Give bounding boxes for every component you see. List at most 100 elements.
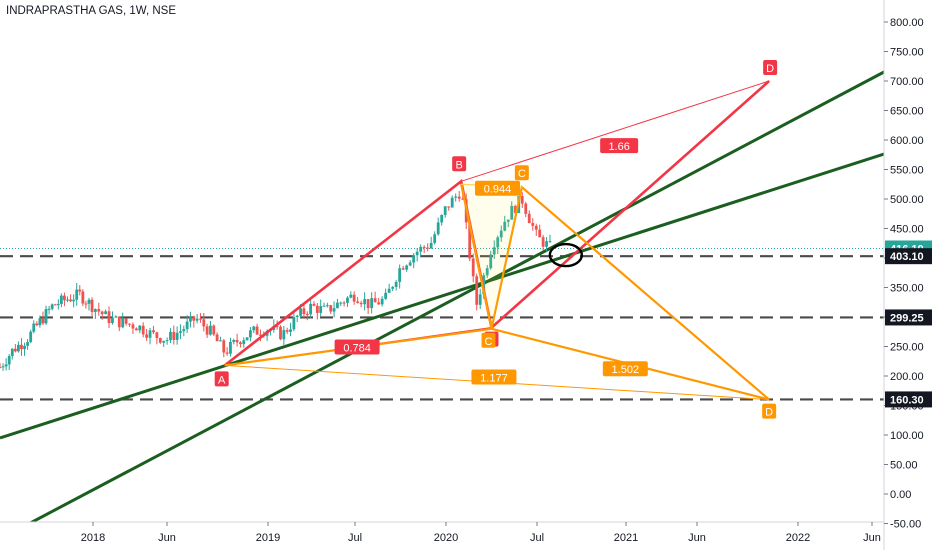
candle-body: [412, 255, 416, 263]
x-tick-label: 2020: [434, 532, 458, 544]
candle-body: [295, 315, 299, 318]
candle-body: [38, 318, 42, 326]
ratio-label-0784: 0.784: [334, 339, 380, 355]
candle-body: [32, 323, 36, 332]
price-label-bg: [885, 309, 932, 326]
x-tick-label: 2019: [256, 532, 280, 544]
candles-group: [0, 191, 552, 371]
candle-body: [185, 321, 189, 330]
candle-body: [279, 326, 282, 340]
candle-body: [538, 229, 542, 238]
candle-body: [325, 305, 329, 307]
candle-body: [152, 330, 155, 333]
candle-body: [195, 318, 199, 321]
candle-body: [26, 342, 30, 346]
candle-body: [148, 330, 152, 338]
candle-body: [179, 331, 182, 333]
candle-body: [541, 237, 545, 247]
candle-body: [81, 291, 85, 304]
ratio-label-0784-text: 0.784: [343, 343, 371, 355]
candle-body: [56, 304, 60, 306]
candle-body: [282, 330, 286, 340]
candle-body: [225, 352, 229, 354]
candle-body: [534, 225, 538, 230]
candle-body: [275, 326, 279, 328]
candle-body: [391, 286, 395, 289]
candle-body: [121, 318, 125, 328]
candle-body: [23, 345, 26, 350]
candle-body: [47, 308, 51, 310]
chart-title: INDRAPRASTHA GAS, 1W, NSE: [6, 5, 176, 17]
candle-body: [145, 334, 149, 338]
candle-body: [315, 305, 319, 313]
point-badge-d-red-bg: [763, 60, 778, 75]
candle-body: [468, 222, 472, 259]
candle-body: [242, 340, 246, 345]
candle-body: [405, 265, 409, 270]
candle-body: [398, 268, 402, 282]
ratio-label-0944: 0.944: [475, 180, 520, 196]
candle-body: [169, 331, 172, 341]
point-badge-d-red: D: [763, 60, 778, 75]
ratio-label-0944-text: 0.944: [484, 184, 512, 196]
candle-body: [475, 276, 479, 305]
point-badge-a: A: [214, 371, 229, 387]
candle-body: [485, 268, 489, 276]
candle-body: [111, 317, 114, 324]
red-ratio-line-bd: [461, 80, 770, 182]
orange-triangle-fill: [461, 184, 522, 329]
candle-body: [401, 268, 405, 270]
candle-body: [489, 254, 493, 269]
candle-body: [97, 309, 101, 312]
candle-body: [471, 258, 475, 277]
candle-body: [443, 206, 447, 215]
candle-body: [229, 341, 232, 354]
candle-body: [440, 214, 444, 223]
candle-body: [524, 203, 528, 214]
candle-body: [457, 196, 461, 199]
candle-body: [175, 332, 179, 340]
candle-body: [44, 309, 48, 324]
ratio-label-166: 1.66: [600, 138, 639, 154]
orange-pattern-path: [460, 184, 770, 401]
y-tick-label: 250.00: [890, 342, 924, 354]
x-tick-label: Jun: [158, 532, 176, 544]
point-badge-a-bg: [214, 371, 229, 387]
x-tick-label: Jul: [530, 532, 544, 544]
candle-body: [205, 326, 209, 335]
candle-body: [215, 334, 219, 342]
candle-body: [299, 308, 302, 316]
candle-body: [134, 328, 138, 331]
candle-body: [478, 294, 482, 305]
candle-body: [319, 306, 323, 313]
candle-body: [53, 304, 57, 306]
ratio-label-1177-text: 1.177: [480, 372, 508, 384]
candle-body: [114, 316, 118, 318]
candle-body: [454, 196, 458, 198]
candle-body: [359, 302, 363, 305]
y-tick-label: 200.00: [890, 371, 924, 383]
x-tick-label: 2018: [81, 532, 105, 544]
x-tick-label: Jun: [688, 532, 706, 544]
candle-body: [461, 198, 465, 200]
candle-body: [322, 305, 326, 307]
candle-body: [17, 344, 20, 352]
candle-body: [380, 298, 384, 305]
candle-body: [78, 289, 82, 292]
x-tick-label: Jun: [863, 532, 881, 544]
candle-body: [35, 323, 39, 326]
candle-body: [305, 314, 309, 316]
point-badge-d-orange-bg: [762, 403, 777, 419]
candle-body: [527, 213, 531, 224]
price-label-bg: [885, 391, 932, 408]
x-tick-label: 2022: [786, 532, 810, 544]
ratio-label-1177: 1.177: [471, 369, 517, 385]
y-tick-label: 500.00: [890, 194, 924, 206]
candle-body: [104, 311, 108, 315]
candle-body: [87, 299, 91, 304]
candle-body: [0, 367, 2, 369]
candle-body: [182, 329, 186, 332]
trend-channel-upper: [28, 70, 884, 522]
